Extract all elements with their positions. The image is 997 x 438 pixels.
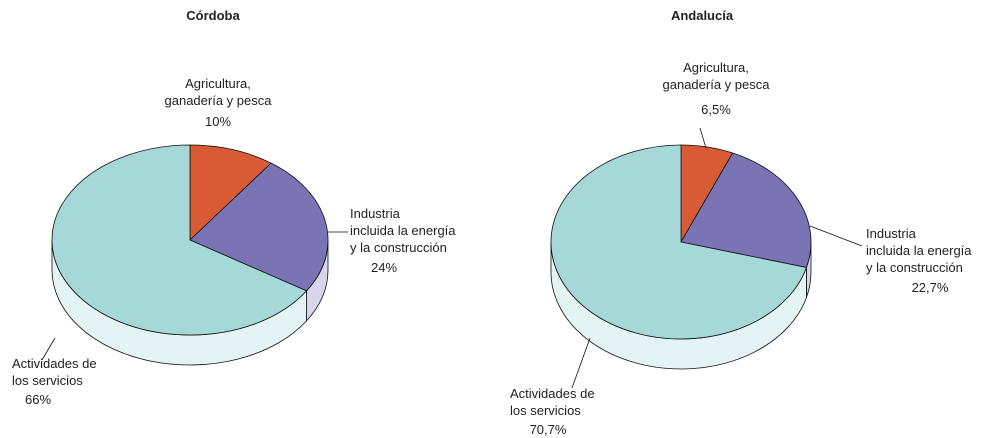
- chart-title: Córdoba: [186, 8, 240, 23]
- slice-label: Industria: [866, 226, 917, 241]
- value-label: 10%: [205, 114, 231, 129]
- slice-label: Actividades de: [12, 356, 97, 371]
- value-label: 66%: [25, 392, 51, 407]
- slice-label: los servicios: [510, 403, 581, 418]
- slice-label: ganadería y pesca: [165, 93, 273, 108]
- pie-slice: [680, 152, 812, 268]
- pie-slice: [189, 144, 272, 241]
- slice-label: Agricultura,: [185, 76, 251, 91]
- pie-slice: [550, 144, 807, 340]
- value-label: 6,5%: [701, 102, 731, 117]
- pie-slice: [189, 162, 329, 292]
- leader-line: [41, 337, 56, 361]
- slice-label: Agricultura,: [683, 60, 749, 75]
- slice-label: Actividades de: [510, 386, 595, 401]
- leader-line: [571, 337, 591, 389]
- slice-label: y la construcción: [866, 260, 963, 275]
- slice-label: los servicios: [12, 373, 83, 388]
- pie: [550, 144, 812, 370]
- chart-title: Andalucía: [671, 8, 734, 23]
- value-label: 22,7%: [912, 280, 949, 295]
- pie: [51, 144, 329, 366]
- slice-label: incluida la energía: [350, 223, 456, 238]
- pie-slice: [51, 144, 308, 336]
- leader-line: [699, 127, 707, 149]
- slice-label: Industria: [350, 206, 401, 221]
- slice-label: y la construcción: [350, 240, 447, 255]
- slice-label: incluida la energía: [866, 243, 972, 258]
- value-label: 24%: [371, 260, 397, 275]
- slice-label: ganadería y pesca: [663, 77, 771, 92]
- leader-line: [809, 225, 863, 247]
- value-label: 70,7%: [530, 422, 567, 437]
